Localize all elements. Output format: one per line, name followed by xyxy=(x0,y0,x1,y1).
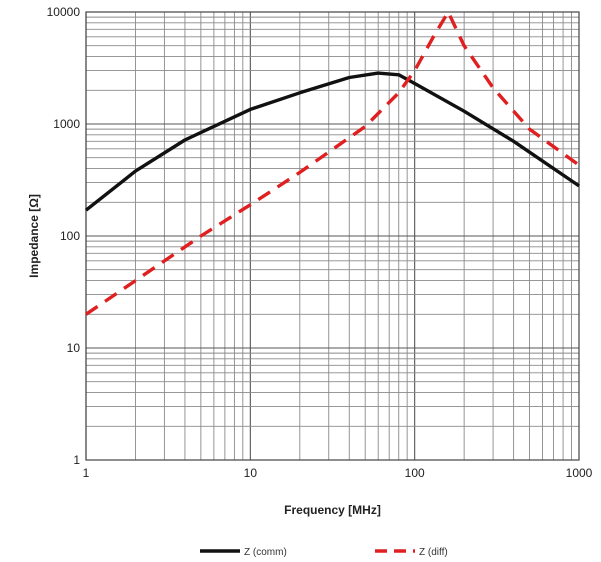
y-tick-label: 10000 xyxy=(47,5,81,19)
legend-label: Z (comm) xyxy=(244,547,287,558)
series-line-zcomm xyxy=(84,71,580,212)
y-tick-label: 1 xyxy=(73,453,80,467)
x-tick-label: 1 xyxy=(83,466,90,480)
grid-lines xyxy=(85,12,579,461)
x-tick-label: 100 xyxy=(405,466,425,480)
x-axis-title: Frequency [MHz] xyxy=(284,503,381,517)
series-line-zdiff xyxy=(85,10,580,316)
y-tick-label: 10 xyxy=(67,341,81,355)
y-axis-title: Impedance [Ω] xyxy=(27,194,41,278)
y-tick-label: 100 xyxy=(60,229,80,243)
legend-label: Z (diff) xyxy=(419,547,448,558)
y-tick-label: 1000 xyxy=(53,117,80,131)
tick-labels: 1 10 100 1000 1 10 100 1000 10000 xyxy=(47,5,593,480)
series-lines xyxy=(84,10,580,316)
x-tick-label: 1000 xyxy=(566,466,593,480)
x-tick-label: 10 xyxy=(244,466,258,480)
legend: Z (comm) Z (diff) xyxy=(200,547,448,558)
plot-frame xyxy=(85,11,580,461)
